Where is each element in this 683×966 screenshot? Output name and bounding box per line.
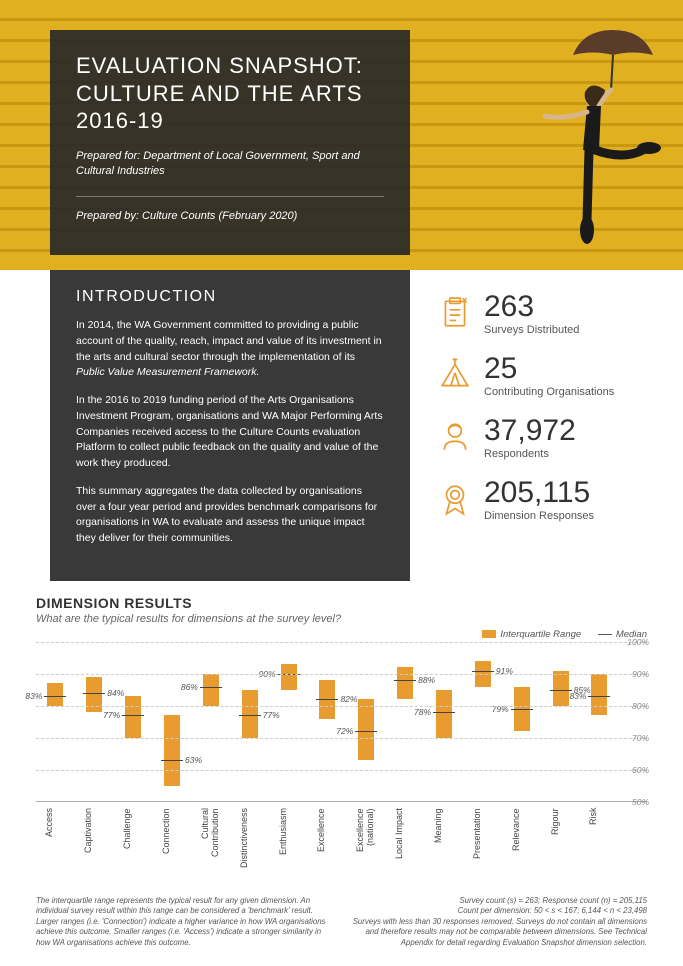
x-label: Meaning	[433, 808, 455, 886]
intro-p3: This summary aggregates the data collect…	[76, 484, 384, 547]
bar-value-label: 78%	[414, 707, 431, 717]
stat-label: Respondents	[484, 448, 576, 460]
bar-access: 83%	[44, 642, 66, 801]
results-subtitle: What are the typical results for dimensi…	[36, 613, 647, 625]
x-label: Distinctiveness	[239, 808, 261, 886]
x-label: Captivation	[83, 808, 105, 886]
x-label: Risk	[588, 808, 610, 886]
bar-relevance: 79%	[511, 642, 533, 801]
y-tick: 70%	[632, 733, 649, 743]
tent-icon	[438, 358, 472, 392]
bar-value-label: 77%	[103, 710, 120, 720]
stat-value: 37,972	[484, 416, 576, 446]
y-tick: 90%	[632, 669, 649, 679]
bar-local-impact: 88%	[394, 642, 416, 801]
bar-value-label: 83%	[569, 691, 586, 701]
bar-enthusiasm: 90%	[278, 642, 300, 801]
bar-cultural-contribution: 86%	[200, 642, 222, 801]
bar-meaning: 78%	[433, 642, 455, 801]
footnote-left: The interquartile range represents the t…	[36, 896, 332, 949]
title-panel: EVALUATION SNAPSHOT: CULTURE AND THE ART…	[50, 30, 410, 255]
y-tick: 50%	[632, 797, 649, 807]
divider	[76, 196, 384, 197]
prepared-by: Prepared by: Culture Counts (February 20…	[76, 209, 384, 225]
intro-p2: In the 2016 to 2019 funding period of th…	[76, 393, 384, 472]
stat-value: 205,115	[484, 478, 594, 508]
hero-banner: EVALUATION SNAPSHOT: CULTURE AND THE ART…	[0, 0, 683, 270]
bar-rigour: 85%	[550, 642, 572, 801]
intro-heading: INTRODUCTION	[76, 288, 384, 306]
results-heading: DIMENSION RESULTS	[36, 595, 647, 611]
x-label: Enthusiasm	[278, 808, 300, 886]
page-title: EVALUATION SNAPSHOT: CULTURE AND THE ART…	[76, 52, 384, 135]
bar-value-label: 72%	[336, 726, 353, 736]
bar-value-label: 86%	[181, 682, 198, 692]
bar-excellence: 82%	[316, 642, 338, 801]
bar-presentation: 91%	[472, 642, 494, 801]
stat-value: 263	[484, 292, 579, 322]
bar-risk: 83%	[588, 642, 610, 801]
footnotes: The interquartile range represents the t…	[0, 896, 683, 966]
chart-legend: Interquartile Range Median	[36, 629, 647, 640]
x-label: Rigour	[550, 808, 572, 886]
footnote-right: Survey count (s) = 263; Response count (…	[352, 896, 648, 949]
x-label: Excellence	[316, 808, 338, 886]
intro-panel: INTRODUCTION In 2014, the WA Government …	[50, 270, 410, 581]
clipboard-icon	[438, 296, 472, 330]
bar-distinctiveness: 77%	[239, 642, 261, 801]
x-label: Connection	[161, 808, 183, 886]
x-label: Presentation	[472, 808, 494, 886]
bar-connection: 63%	[161, 642, 183, 801]
chart-x-labels: Access Captivation Challenge Connection Cult…	[36, 808, 647, 886]
intro-p1: In 2014, the WA Government committed to …	[76, 318, 384, 381]
bar-captivation: 84%	[83, 642, 105, 801]
x-label: Local Impact	[394, 808, 416, 886]
stat-item: 37,972 Respondents	[438, 416, 663, 460]
stats-column: 263 Surveys Distributed 25 Contributing Org…	[410, 270, 683, 581]
x-label: Access	[44, 808, 66, 886]
y-tick: 100%	[627, 637, 649, 647]
hero-illustration	[483, 20, 663, 270]
x-label: Relevance	[511, 808, 533, 886]
bar-excellence-national-: 72%	[355, 642, 377, 801]
stat-label: Dimension Responses	[484, 510, 594, 522]
bar-value-label: 83%	[25, 691, 42, 701]
stat-item: 263 Surveys Distributed	[438, 292, 663, 336]
stat-value: 25	[484, 354, 614, 384]
award-icon	[438, 482, 472, 516]
stat-label: Surveys Distributed	[484, 324, 579, 336]
x-label: Cultural Contribution	[200, 808, 222, 886]
stat-item: 25 Contributing Organisations	[438, 354, 663, 398]
stat-item: 205,115 Dimension Responses	[438, 478, 663, 522]
y-tick: 60%	[632, 765, 649, 775]
x-label: Excellence (national)	[355, 808, 377, 886]
prepared-for: Prepared for: Department of Local Govern…	[76, 149, 384, 181]
stat-label: Contributing Organisations	[484, 386, 614, 398]
results-section: DIMENSION RESULTS What are the typical r…	[0, 581, 683, 896]
y-tick: 80%	[632, 701, 649, 711]
x-label: Challenge	[122, 808, 144, 886]
dimension-chart: 83%84%77%63%86%77%90%82%72%88%78%91%79%8…	[36, 642, 647, 802]
person-icon	[438, 420, 472, 454]
bar-challenge: 77%	[122, 642, 144, 801]
